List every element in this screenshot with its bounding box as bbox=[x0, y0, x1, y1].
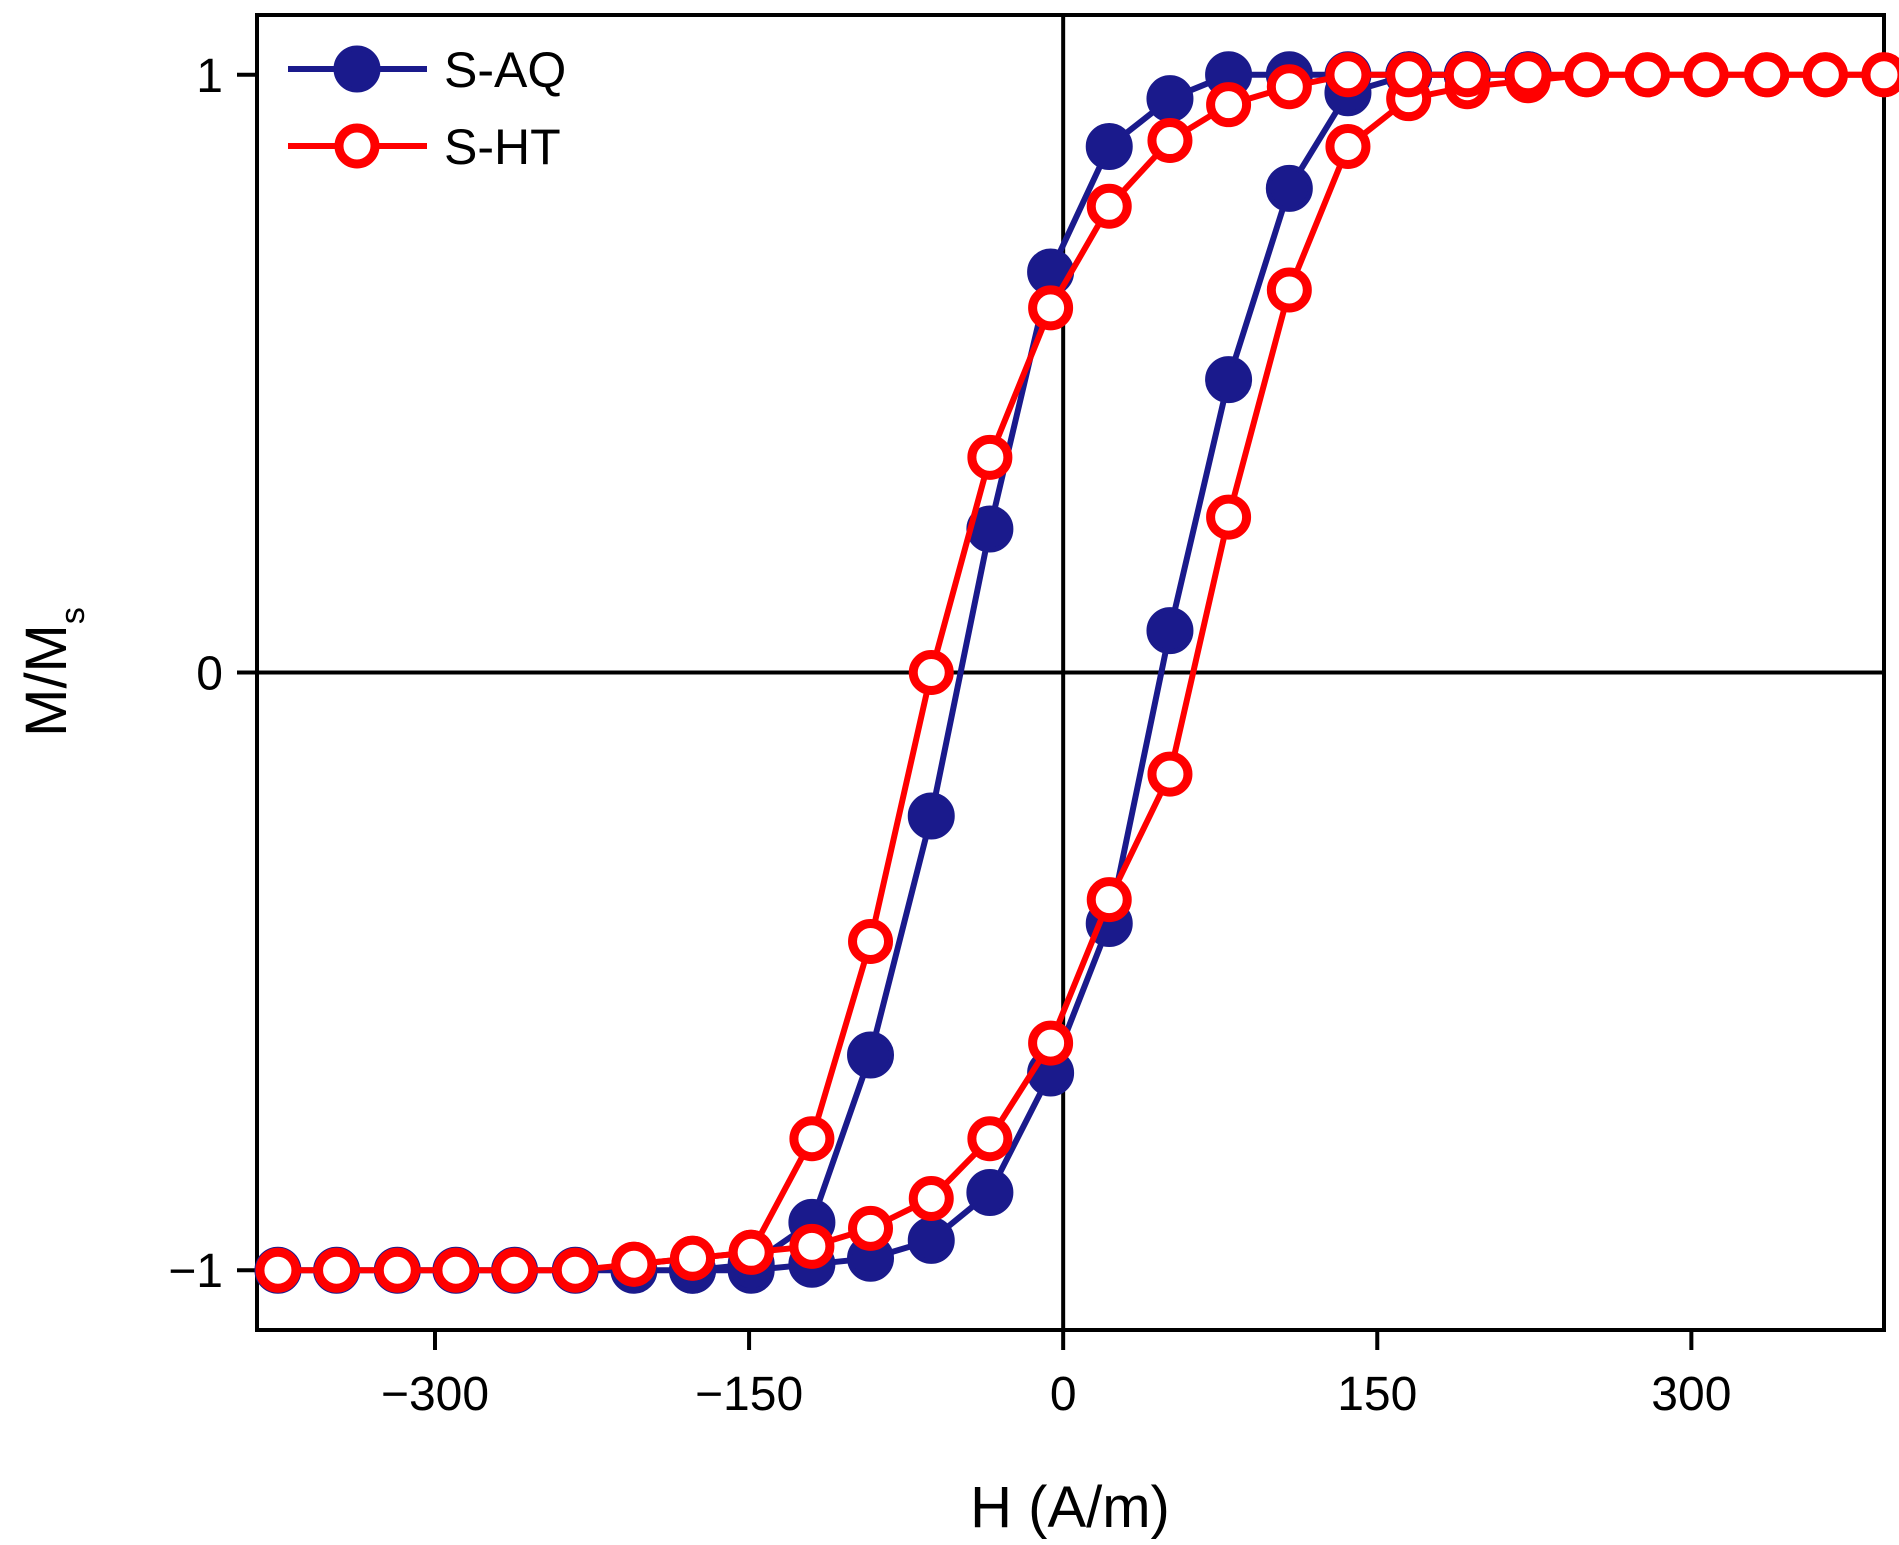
svg-text:M/Ms: M/Ms bbox=[14, 607, 92, 737]
data-point-s-ht bbox=[1325, 124, 1371, 169]
data-point-s-ht bbox=[908, 650, 954, 695]
y-tick-label: 1 bbox=[196, 50, 223, 103]
data-point-s-aq bbox=[907, 792, 955, 840]
data-point-s-ht bbox=[1624, 52, 1670, 98]
x-tick-label: 0 bbox=[1050, 1368, 1077, 1421]
data-point-s-ht bbox=[1086, 183, 1132, 229]
data-point-s-ht bbox=[1744, 52, 1790, 98]
series-s-ht bbox=[255, 52, 1899, 1293]
data-point-s-ht bbox=[967, 1116, 1013, 1162]
data-point-s-ht bbox=[374, 1247, 420, 1293]
data-point-s-ht bbox=[1386, 52, 1432, 98]
data-point-s-ht bbox=[1206, 494, 1252, 540]
data-point-s-ht bbox=[1564, 52, 1610, 98]
data-point-s-ht bbox=[848, 918, 894, 964]
y-axis-title-subscript: s bbox=[54, 607, 92, 624]
data-point-s-ht bbox=[255, 1247, 301, 1293]
x-tick-label: 150 bbox=[1337, 1368, 1417, 1421]
x-tick-label: 300 bbox=[1651, 1368, 1731, 1421]
data-point-s-aq bbox=[1085, 123, 1133, 170]
legend-marker-s-ht bbox=[334, 123, 380, 169]
x-axis-title: H (A/m) bbox=[970, 1475, 1170, 1540]
data-point-s-ht bbox=[1086, 877, 1132, 923]
data-point-s-aq bbox=[1146, 75, 1194, 123]
data-point-s-ht bbox=[1266, 64, 1312, 110]
legend-label-s-aq: S-AQ bbox=[444, 42, 566, 98]
data-point-s-ht bbox=[1028, 1020, 1074, 1066]
series-line-s-ht-upper-branch bbox=[633, 71, 1884, 1268]
data-point-s-ht bbox=[1505, 52, 1551, 98]
data-point-s-ht bbox=[967, 434, 1013, 480]
data-point-s-ht bbox=[1861, 52, 1899, 98]
data-point-s-ht bbox=[1266, 267, 1312, 313]
data-point-s-aq bbox=[847, 1031, 895, 1079]
data-point-s-ht bbox=[1147, 118, 1193, 164]
axis-ticks: −300 −150 0 150 300 −1 0 1 bbox=[168, 50, 1731, 1421]
data-point-s-aq bbox=[1146, 607, 1194, 655]
data-point-s-ht bbox=[728, 1229, 774, 1275]
data-point-s-ht bbox=[1444, 52, 1490, 98]
data-point-s-aq bbox=[907, 1216, 955, 1264]
data-point-s-ht bbox=[1802, 52, 1848, 98]
data-point-s-ht bbox=[492, 1247, 538, 1293]
legend-marker-s-aq bbox=[333, 45, 381, 93]
data-point-s-aq bbox=[966, 1169, 1014, 1217]
data-point-s-ht bbox=[908, 1176, 954, 1221]
data-point-s-ht bbox=[1206, 82, 1252, 128]
data-point-s-ht bbox=[314, 1247, 360, 1293]
data-point-s-ht bbox=[611, 1241, 657, 1287]
data-point-s-ht bbox=[1028, 285, 1074, 331]
data-point-s-aq bbox=[1265, 164, 1313, 212]
data-point-s-ht bbox=[848, 1205, 894, 1251]
y-axis-title-main: M/M bbox=[14, 624, 79, 737]
y-axis-title: M/Ms bbox=[14, 607, 92, 737]
data-point-s-ht bbox=[789, 1116, 835, 1162]
data-point-s-aq bbox=[1205, 356, 1253, 404]
series-layer bbox=[254, 51, 1899, 1294]
data-point-s-ht bbox=[789, 1223, 835, 1269]
data-point-s-ht bbox=[670, 1235, 716, 1281]
legend-label-s-ht: S-HT bbox=[444, 119, 561, 175]
data-point-s-ht bbox=[552, 1247, 598, 1293]
x-tick-label: −300 bbox=[381, 1368, 489, 1421]
data-point-s-ht bbox=[433, 1247, 479, 1293]
legend: S-AQ S-HT bbox=[288, 42, 566, 175]
data-point-s-ht bbox=[1683, 52, 1729, 98]
y-tick-label: 0 bbox=[196, 648, 223, 701]
x-tick-label: −150 bbox=[695, 1368, 803, 1421]
y-tick-label: −1 bbox=[168, 1245, 223, 1298]
data-point-s-ht bbox=[1325, 52, 1371, 98]
data-point-s-ht bbox=[1147, 751, 1193, 797]
